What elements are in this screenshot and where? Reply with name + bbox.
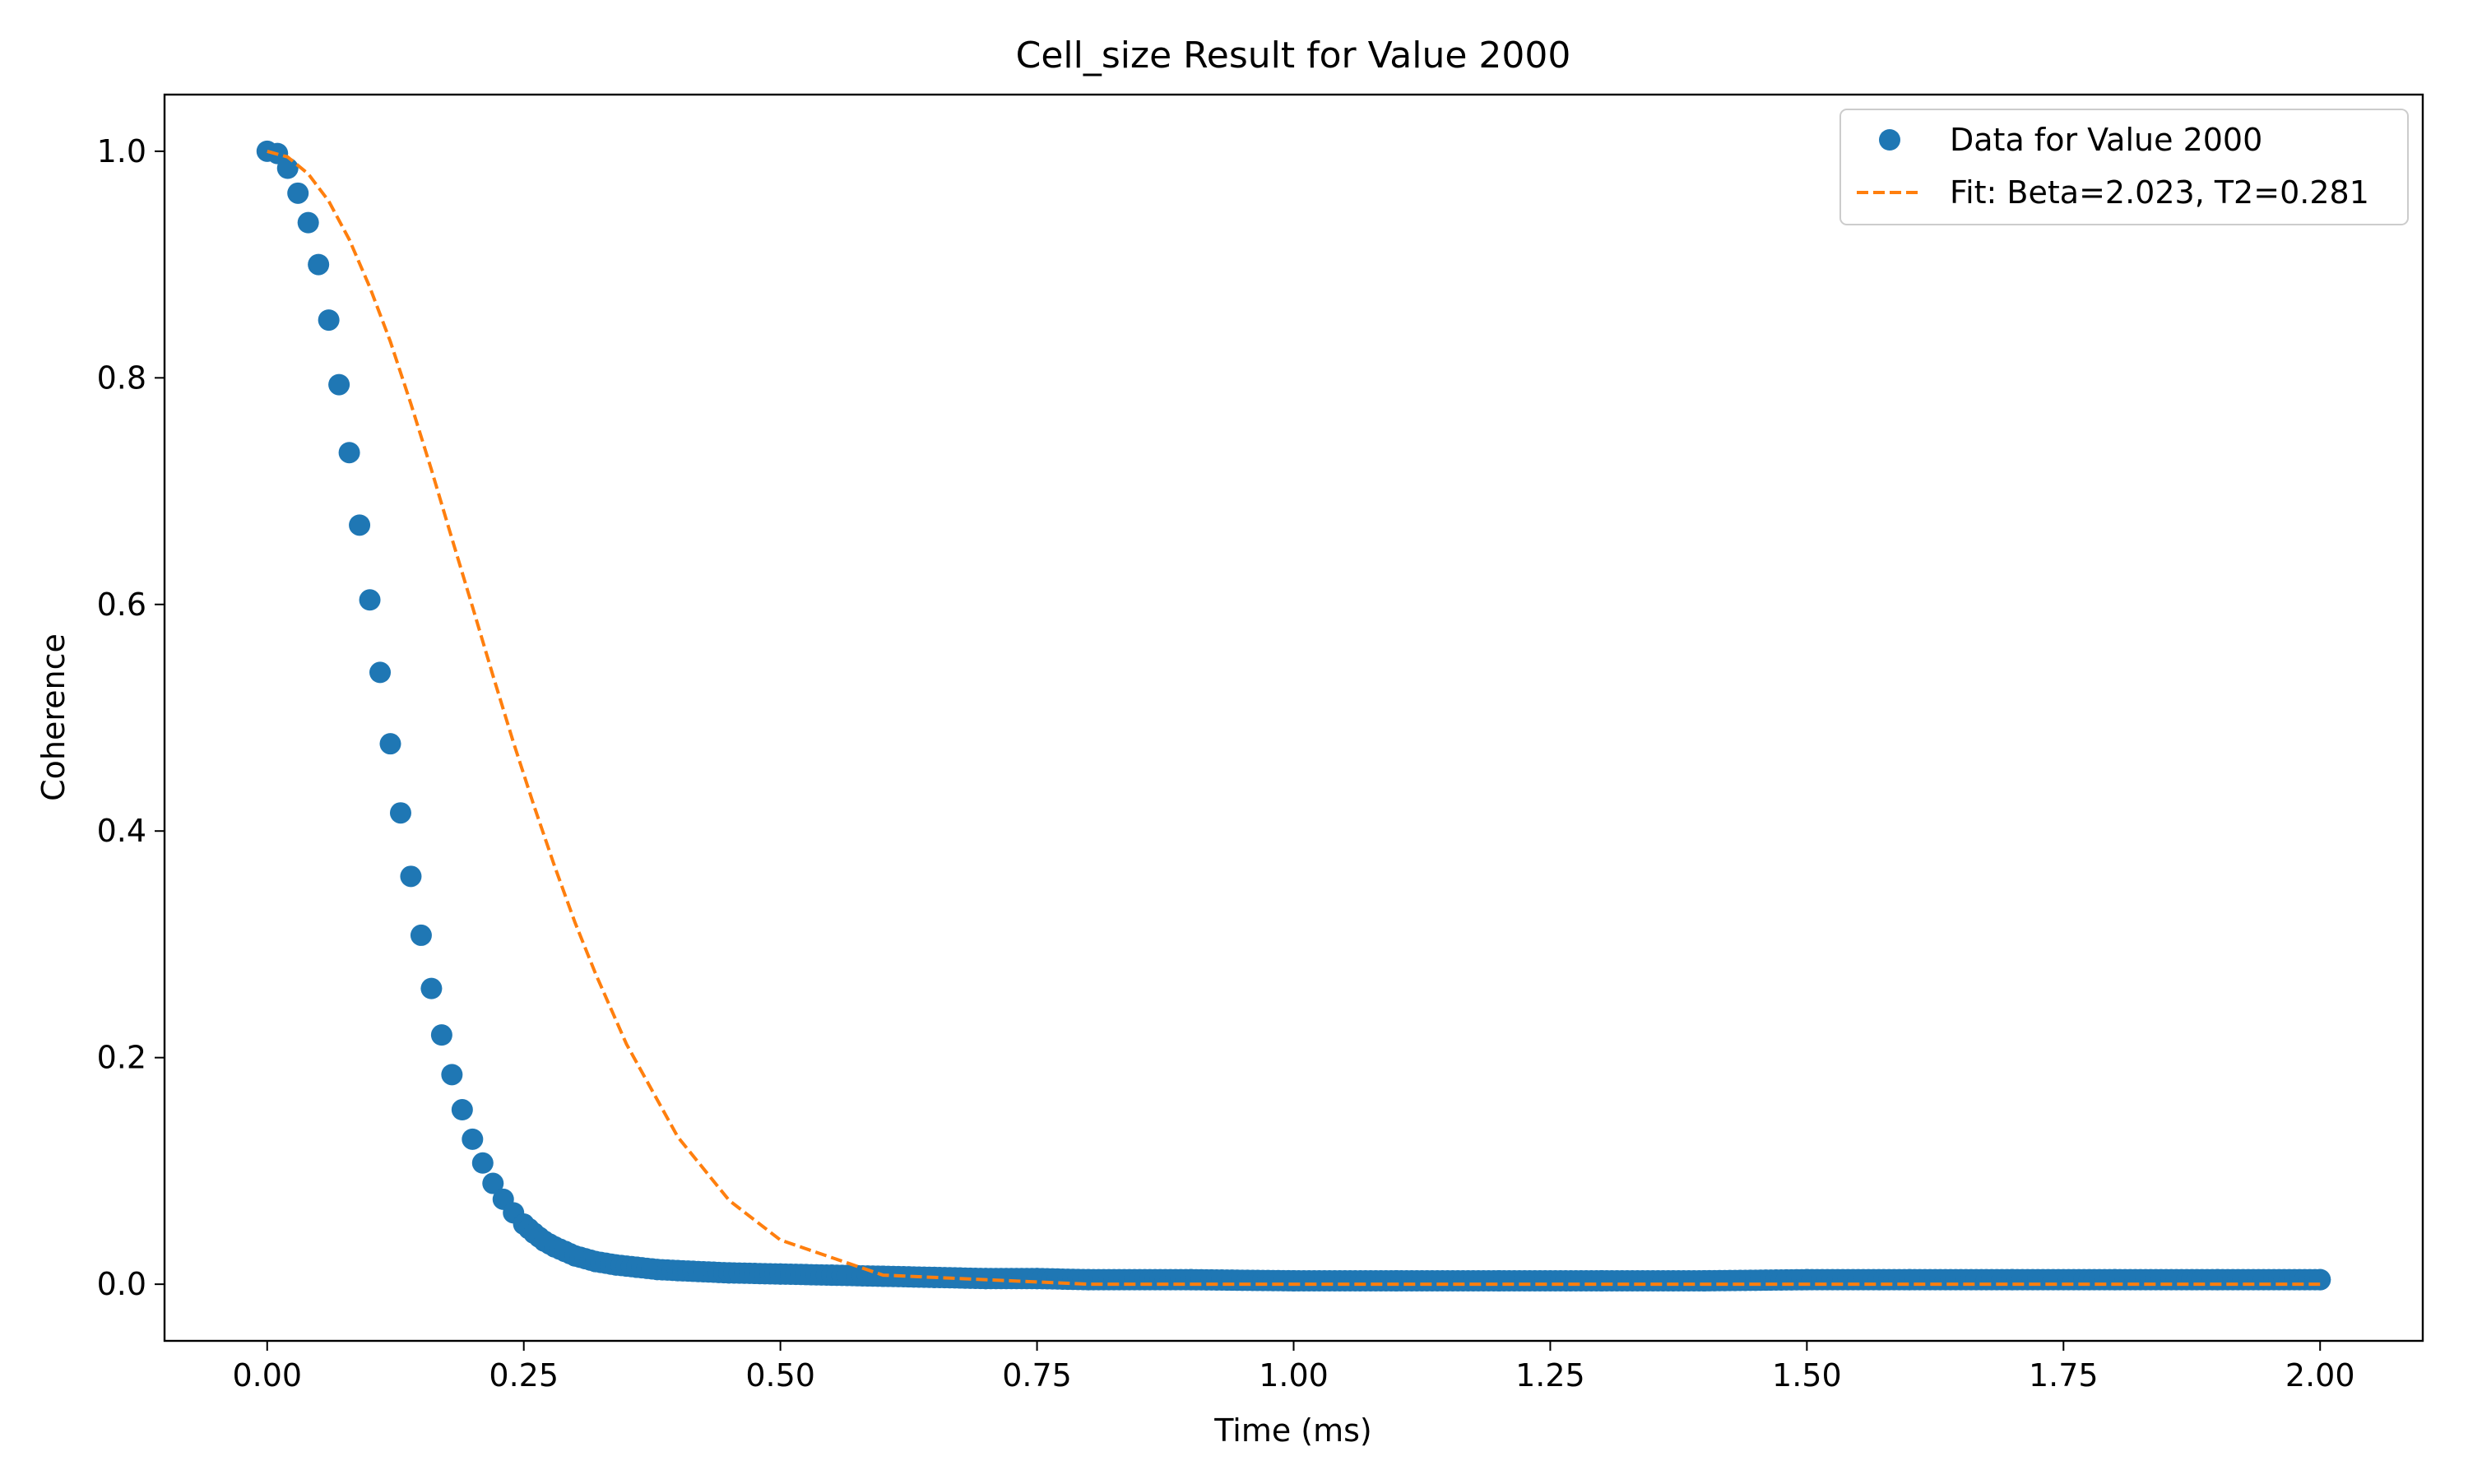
y-tick-label: 0.0: [97, 1266, 146, 1302]
data-point: [430, 1024, 452, 1046]
y-axis-ticks: 0.0 0.2 0.4 0.6 0.8 1.0: [97, 133, 165, 1302]
series-data-markers: [256, 140, 2331, 1292]
data-point: [287, 182, 309, 204]
y-tick-label: 0.2: [97, 1040, 146, 1076]
data-point: [400, 865, 422, 888]
y-tick-label: 0.4: [97, 813, 146, 849]
data-point: [349, 514, 371, 536]
data-point: [389, 802, 411, 824]
x-axis-ticks: 0.00 0.25 0.50 0.75 1.00 1.25 1.50 1.75 2.00: [232, 1341, 2355, 1394]
data-point: [359, 589, 381, 611]
data-point: [441, 1064, 463, 1086]
legend-label-fit: Fit: Beta=2.023, T2=0.281: [1950, 174, 2369, 211]
x-tick-label: 1.75: [2029, 1357, 2099, 1394]
legend-box: [1839, 109, 2409, 225]
data-point: [379, 733, 401, 755]
data-point: [471, 1152, 494, 1174]
data-point: [308, 253, 330, 276]
x-tick-label: 1.25: [1515, 1357, 1585, 1394]
x-tick-label: 2.00: [2285, 1357, 2355, 1394]
x-tick-label: 0.00: [232, 1357, 302, 1394]
x-tick-label: 0.25: [489, 1357, 559, 1394]
data-point: [410, 924, 432, 946]
x-tick-label: 0.50: [745, 1357, 815, 1394]
data-point: [276, 157, 299, 179]
y-tick-label: 0.8: [97, 359, 146, 396]
legend-label-data: Data for Value 2000: [1950, 122, 2262, 158]
data-point: [462, 1128, 484, 1150]
y-tick-label: 1.0: [97, 133, 146, 169]
data-point: [451, 1099, 473, 1121]
legend-marker-data: [1879, 129, 1900, 151]
x-tick-label: 1.50: [1772, 1357, 1842, 1394]
data-point: [420, 977, 443, 999]
data-point: [2309, 1268, 2331, 1291]
series-fit-line: [267, 149, 2321, 1287]
data-point: [482, 1172, 504, 1194]
data-point: [297, 211, 319, 234]
data-point: [318, 309, 340, 332]
data-point: [328, 373, 350, 396]
x-tick-label: 0.75: [1002, 1357, 1072, 1394]
legend: Data for Value 2000 Fit: Beta=2.023, T2=…: [1839, 109, 2409, 225]
x-axis-label: Time (ms): [1213, 1412, 1372, 1449]
chart-title: Cell_size Result for Value 2000: [1016, 35, 1571, 77]
y-axis-label: Coherence: [35, 633, 72, 801]
plot-layer: [256, 140, 2331, 1292]
x-tick-label: 1.00: [1259, 1357, 1329, 1394]
y-tick-label: 0.6: [97, 587, 146, 623]
data-point: [369, 661, 392, 684]
data-point: [338, 442, 360, 464]
